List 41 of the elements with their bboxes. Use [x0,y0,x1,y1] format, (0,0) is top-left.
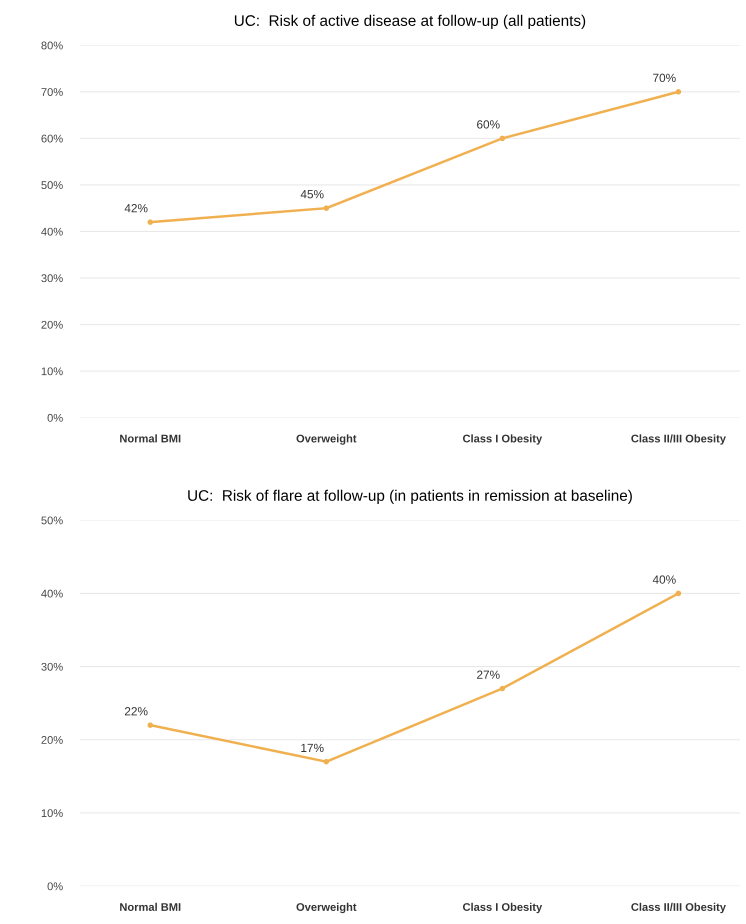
y-tick-label: 60% [41,134,63,143]
point [500,686,506,692]
data-label: 17% [301,744,324,752]
x-tick-label: Class II/III Obesity [631,434,726,445]
y-tick-label: 10% [42,809,63,818]
y-tick-label: 30% [41,662,63,671]
y-tick-label: 20% [41,320,63,329]
chart-title: UC: Risk of flare at follow-up (in patients in remission at baseline) [188,490,632,504]
x-tick-label: Normal BMI [120,434,180,442]
x-tick-label: Class I Obesity [462,902,542,914]
y-tick-label: 0% [48,882,63,890]
y-tick-label: 30% [41,274,63,282]
x-tick-label: Class II/III Obesity [631,902,726,914]
point [676,89,682,95]
x-tick-label: Overweight [296,902,356,914]
y-tick-label: 40% [41,590,63,598]
y-tick-label: 40% [41,228,63,236]
point [147,722,154,728]
point [500,136,506,142]
y-tick-label: 80% [41,42,63,50]
y-tick-label: 10% [42,367,63,376]
y-tick-label: 50% [41,516,63,524]
x-tick-label: Class I Obesity [462,434,542,445]
y-tick-label: 50% [41,181,63,190]
data-label: 40% [652,575,676,584]
data-label: 22% [124,707,148,716]
chart-title: UC: Risk of active disease at follow-up (all patients) [234,14,586,29]
data-label: 45% [300,190,324,198]
point [147,219,154,225]
data-label: 27% [477,670,500,679]
x-tick-label: Overweight [296,434,356,445]
point [324,205,330,211]
y-tick-label: 70% [41,88,63,96]
y-tick-label: 0% [48,414,63,422]
x-tick-label: Normal BMI [120,902,180,911]
y-tick-label: 20% [41,736,63,744]
data-label: 70% [653,74,676,82]
data-label: 42% [124,204,148,212]
point [324,758,330,764]
data-label: 60% [477,120,500,129]
point [676,590,682,596]
